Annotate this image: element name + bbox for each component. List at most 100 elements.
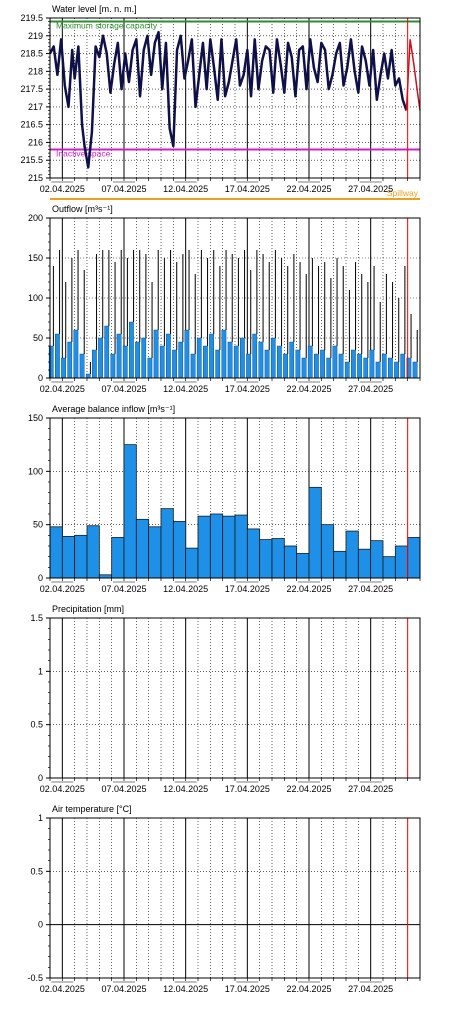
- water-level-forecast-line: [405, 39, 421, 111]
- outflow-bar: [301, 357, 307, 379]
- y-tick-label: 100: [28, 466, 43, 476]
- data-marks: [49, 444, 421, 579]
- x-tick-label: 07.04.2025: [101, 184, 146, 194]
- inflow-bar: [185, 547, 199, 579]
- outflow-bar: [388, 357, 393, 379]
- outflow-bar: [351, 349, 356, 379]
- outflow-bar: [215, 349, 221, 379]
- outflow-bar: [116, 333, 122, 379]
- grid-lines: [50, 818, 420, 978]
- outflow-bar: [270, 337, 276, 379]
- outflow-bar: [209, 333, 214, 379]
- inflow-bar: [382, 556, 396, 579]
- x-tick-label: 27.04.2025: [348, 984, 393, 994]
- x-tick-label: 02.04.2025: [40, 384, 85, 394]
- y-axis: -0.5 0 0.5 1: [27, 813, 50, 983]
- y-axis: 0 50 100 150 200: [28, 213, 50, 383]
- x-axis: 02.04.2025 07.04.2025 12.04.2025 17.04.2025…: [40, 578, 421, 594]
- x-tick-label: 02.04.2025: [40, 184, 85, 194]
- data-marks: Maximum storage capacity Inactive space: [48, 20, 421, 169]
- outflow-bar: [344, 361, 350, 379]
- y-tick-label: 0: [38, 373, 43, 383]
- outflow-bar: [147, 357, 153, 379]
- inflow-bar: [345, 530, 359, 579]
- x-tick-label: 27.04.2025: [348, 184, 393, 194]
- x-tick-label: 17.04.2025: [225, 584, 270, 594]
- x-axis: 02.04.2025 07.04.2025 12.04.2025 17.04.2025…: [40, 778, 421, 794]
- outflow-bar: [104, 325, 110, 379]
- outflow-bar: [258, 341, 264, 379]
- y-tick-label: 219.5: [20, 13, 43, 23]
- outflow-bar: [400, 353, 406, 379]
- outflow-bar: [326, 357, 332, 379]
- y-tick-label: 215.5: [20, 155, 43, 165]
- x-tick-label: 02.04.2025: [40, 984, 85, 994]
- x-tick-label: 12.04.2025: [163, 784, 208, 794]
- y-tick-label: 218: [28, 66, 43, 76]
- outflow-bar: [363, 357, 369, 379]
- water-level-panel: Water level [m. n. m.] Maximum storage ca…: [20, 4, 421, 200]
- chart-title: Air temperature [°C]: [52, 804, 132, 814]
- outflow-bar: [295, 349, 301, 379]
- outflow-bar: [307, 345, 313, 379]
- outflow-bar: [184, 329, 190, 379]
- x-tick-label: 07.04.2025: [101, 584, 146, 594]
- y-tick-label: 0: [38, 573, 43, 583]
- y-tick-label: 217.5: [20, 84, 43, 94]
- y-tick-label: 218.5: [20, 49, 43, 59]
- outflow-bar: [357, 353, 362, 379]
- y-tick-label: 216: [28, 137, 43, 147]
- y-axis: 215 215.5 216 216.5 217 217.5 218 218.5 219 219.5: [20, 13, 50, 183]
- outflow-bar: [122, 345, 128, 379]
- outflow-bar: [73, 329, 79, 379]
- chart-title: Water level [m. n. m.]: [52, 4, 137, 14]
- outflow-bar: [412, 361, 418, 379]
- inflow-bar: [407, 537, 421, 579]
- x-tick-label: 02.04.2025: [40, 584, 85, 594]
- water-level-line: [48, 30, 408, 169]
- inflow-bar: [394, 545, 409, 579]
- reference-label: Maximum storage capacity: [56, 21, 158, 31]
- y-tick-label: 150: [28, 413, 43, 423]
- outflow-bar: [61, 357, 66, 379]
- outflow-bar: [369, 349, 375, 379]
- outflow-bar: [55, 333, 60, 379]
- outflow-bar: [375, 361, 381, 379]
- outflow-bar: [240, 337, 245, 379]
- inflow-bar: [197, 515, 211, 579]
- inflow-bar: [320, 524, 335, 579]
- outflow-bar: [141, 337, 147, 379]
- outflow-bar: [172, 349, 177, 379]
- data-marks: [48, 250, 418, 379]
- precipitation-panel: Precipitation [mm] 0 0.5 1 1.5 02.04.2025 07.0…: [30, 604, 421, 794]
- x-tick-label: 22.04.2025: [286, 384, 331, 394]
- inflow-bar: [370, 540, 384, 579]
- x-tick-label: 27.04.2025: [348, 384, 393, 394]
- x-tick-label: 22.04.2025: [286, 984, 331, 994]
- outflow-bar: [135, 341, 140, 379]
- outflow-bar: [196, 337, 202, 379]
- x-tick-label: 07.04.2025: [101, 984, 146, 994]
- outflow-bar: [159, 345, 165, 379]
- inflow-bar: [234, 514, 248, 579]
- y-tick-label: 1: [38, 666, 43, 676]
- y-tick-label: 50: [33, 520, 43, 530]
- inflow-bar: [49, 526, 63, 579]
- outflow-bar: [338, 353, 344, 379]
- inflow-bar: [246, 528, 261, 579]
- outflow-bar: [332, 345, 338, 379]
- inflow-bar: [160, 508, 174, 579]
- y-tick-label: 215: [28, 173, 43, 183]
- x-tick-label: 12.04.2025: [163, 184, 208, 194]
- inflow-bar: [209, 513, 224, 579]
- outflow-bar: [178, 341, 184, 379]
- y-tick-label: 150: [28, 253, 43, 263]
- outflow-bar: [320, 349, 325, 379]
- outflow-bar: [85, 373, 91, 379]
- x-tick-label: 17.04.2025: [225, 384, 270, 394]
- x-tick-label: 07.04.2025: [101, 784, 146, 794]
- outflow-bar: [233, 345, 239, 379]
- balance-inflow-panel: Average balance inflow [m³s⁻¹]0501001500…: [28, 404, 421, 594]
- x-tick-label: 27.04.2025: [348, 584, 393, 594]
- reference-label: Inactive space: [56, 149, 111, 159]
